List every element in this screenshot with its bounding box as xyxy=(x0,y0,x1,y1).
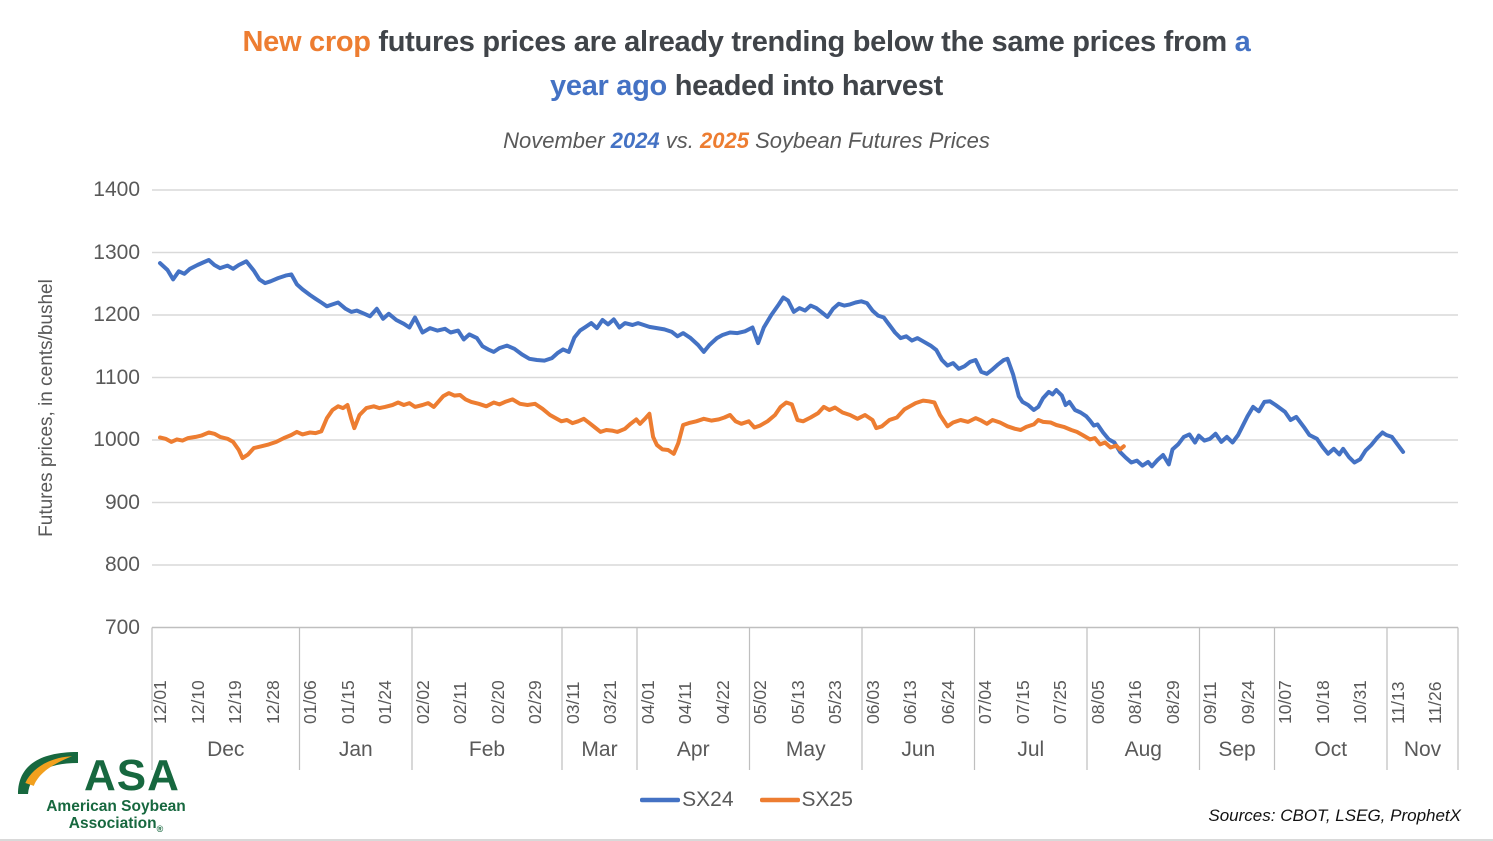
asa-logo-name-line2: Association® xyxy=(68,815,164,835)
x-axis-date-label: 04/22 xyxy=(712,680,733,724)
x-axis-date-label: 07/25 xyxy=(1050,680,1070,724)
asa-logo-emblem-icon xyxy=(18,752,78,794)
chart-legend: SX24 SX25 xyxy=(0,788,1493,812)
x-axis-date-label: 10/31 xyxy=(1350,680,1370,724)
x-axis-date-label: 11/26 xyxy=(1425,681,1445,725)
chart-title-line1: New crop futures prices are already tren… xyxy=(0,20,1493,64)
x-axis-month-label: Mar xyxy=(581,738,618,761)
x-axis-date-label: 05/23 xyxy=(825,680,845,724)
x-axis-date-label: 06/13 xyxy=(900,680,920,724)
title-text-segment: futures prices are already trending belo… xyxy=(370,26,1235,58)
asa-logo-name-line1: American Soybean xyxy=(46,798,186,815)
legend-line-icon xyxy=(640,797,681,803)
x-axis-date-label: 08/29 xyxy=(1162,680,1183,724)
x-axis-month-label: Jul xyxy=(1017,738,1045,761)
x-axis-date-label: 09/24 xyxy=(1237,680,1258,724)
x-axis-date-label: 01/06 xyxy=(300,680,320,724)
title-text-segment: vs. xyxy=(659,128,701,153)
legend-label: SX25 xyxy=(801,788,853,811)
y-axis-tick-label: 700 xyxy=(104,615,140,639)
y-axis-tick-label: 1100 xyxy=(94,365,140,389)
x-axis-date-label: 02/11 xyxy=(450,681,470,725)
asa-logo-acronym: ASA xyxy=(84,751,180,800)
title-text-segment: Soybean Futures Prices xyxy=(748,128,990,153)
x-axis-date-label: 05/02 xyxy=(750,680,770,724)
y-axis-tick-label: 1300 xyxy=(93,240,140,264)
title-text-segment: New crop xyxy=(242,26,371,58)
title-text-segment: 2024 xyxy=(610,128,660,153)
x-axis-date-label: 12/01 xyxy=(150,680,170,724)
sources-note: Sources: CBOT, LSEG, ProphetX xyxy=(1208,806,1461,825)
x-axis-date-label: 03/11 xyxy=(562,681,583,725)
title-text-segment: headed into harvest xyxy=(666,70,944,102)
title-text-segment: November xyxy=(503,128,611,153)
title-text-segment: year ago xyxy=(550,70,667,102)
x-axis-date-label: 02/20 xyxy=(487,680,508,724)
x-axis-date-label: 07/15 xyxy=(1012,680,1033,724)
x-axis-date-label: 11/13 xyxy=(1387,681,1408,725)
title-text-segment: 2025 xyxy=(700,128,749,153)
x-axis-date-label: 09/11 xyxy=(1200,681,1220,725)
chart-title: New crop futures prices are already tren… xyxy=(0,20,1493,108)
x-axis-date-label: 01/24 xyxy=(375,680,395,724)
x-axis-date-label: 03/21 xyxy=(600,680,620,724)
series-line-sx25 xyxy=(158,391,1126,461)
x-axis-date-label: 02/02 xyxy=(412,680,433,724)
y-axis-tick-label: 1200 xyxy=(93,303,140,326)
x-axis-month-label: Oct xyxy=(1314,738,1348,761)
x-axis-date-label: 12/28 xyxy=(262,680,283,724)
title-text-segment: a xyxy=(1234,26,1251,58)
x-axis-month-label: Jan xyxy=(338,738,373,761)
y-axis-tick-label: 800 xyxy=(104,553,140,576)
legend-label: SX24 xyxy=(682,788,734,811)
x-axis-date-label: 10/18 xyxy=(1312,680,1333,724)
x-axis-month-label: Aug xyxy=(1124,738,1162,761)
x-axis-date-label: 12/19 xyxy=(225,680,245,724)
y-axis-tick-label: 1400 xyxy=(93,178,140,201)
x-axis-month-label: Apr xyxy=(676,738,710,761)
x-axis-month-label: Dec xyxy=(207,738,245,761)
asa-logo: ASA American Soybean Association® xyxy=(16,750,216,838)
x-axis-month-label: Jun xyxy=(901,738,936,761)
legend-item-sx25: SX25 xyxy=(759,788,853,812)
y-axis-tick-label: 1000 xyxy=(93,428,140,451)
x-axis-month-label: Sep xyxy=(1218,738,1256,761)
chart-subtitle: November 2024 vs. 2025 Soybean Futures P… xyxy=(0,128,1493,154)
x-axis-date-label: 08/05 xyxy=(1087,680,1108,724)
x-axis-date-label: 01/15 xyxy=(337,680,358,724)
series-line-sx24 xyxy=(158,258,1406,469)
x-axis-date-label: 12/10 xyxy=(187,680,208,724)
x-axis-date-label: 04/01 xyxy=(637,680,658,724)
x-axis-date-label: 07/04 xyxy=(975,680,995,724)
legend-item-sx24: SX24 xyxy=(640,788,734,812)
registered-trademark-icon: ® xyxy=(156,824,164,835)
x-axis-month-label: May xyxy=(785,738,826,761)
x-axis-date-label: 06/24 xyxy=(937,680,958,724)
y-axis-tick-label: 900 xyxy=(104,490,140,514)
x-axis-date-label: 06/03 xyxy=(862,680,883,724)
asa-logo-name: American Soybean Association® xyxy=(16,798,216,838)
x-axis-month-label: Feb xyxy=(468,738,506,761)
x-axis-date-label: 02/29 xyxy=(525,680,545,724)
x-axis-date-label: 08/16 xyxy=(1125,680,1145,724)
x-axis-month-label: Nov xyxy=(1403,738,1442,761)
x-axis-date-label: 05/13 xyxy=(787,680,808,724)
chart-title-line2: year ago headed into harvest xyxy=(0,64,1493,108)
legend-line-icon xyxy=(759,797,800,803)
x-axis-date-label: 04/11 xyxy=(675,681,695,725)
x-axis-date-label: 10/07 xyxy=(1275,680,1295,724)
